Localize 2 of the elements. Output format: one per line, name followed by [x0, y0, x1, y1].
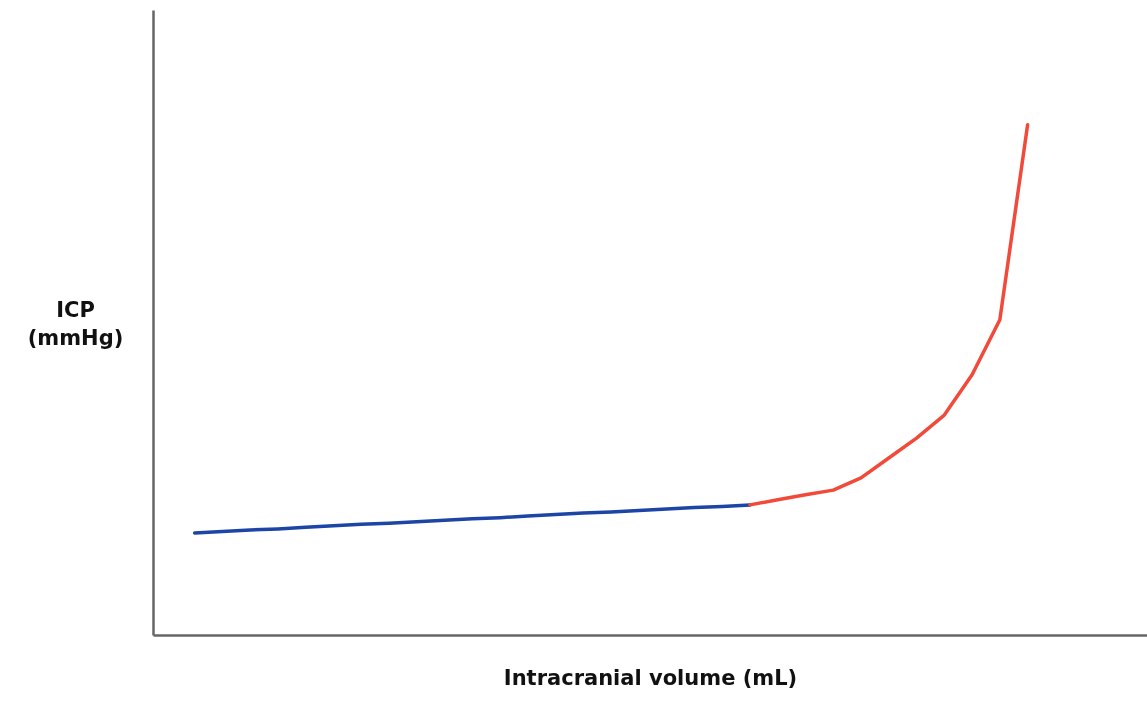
- y-axis-title: ICP (mmHg): [27, 297, 124, 350]
- x-axis-title: Intracranial volume (mL): [503, 665, 798, 690]
